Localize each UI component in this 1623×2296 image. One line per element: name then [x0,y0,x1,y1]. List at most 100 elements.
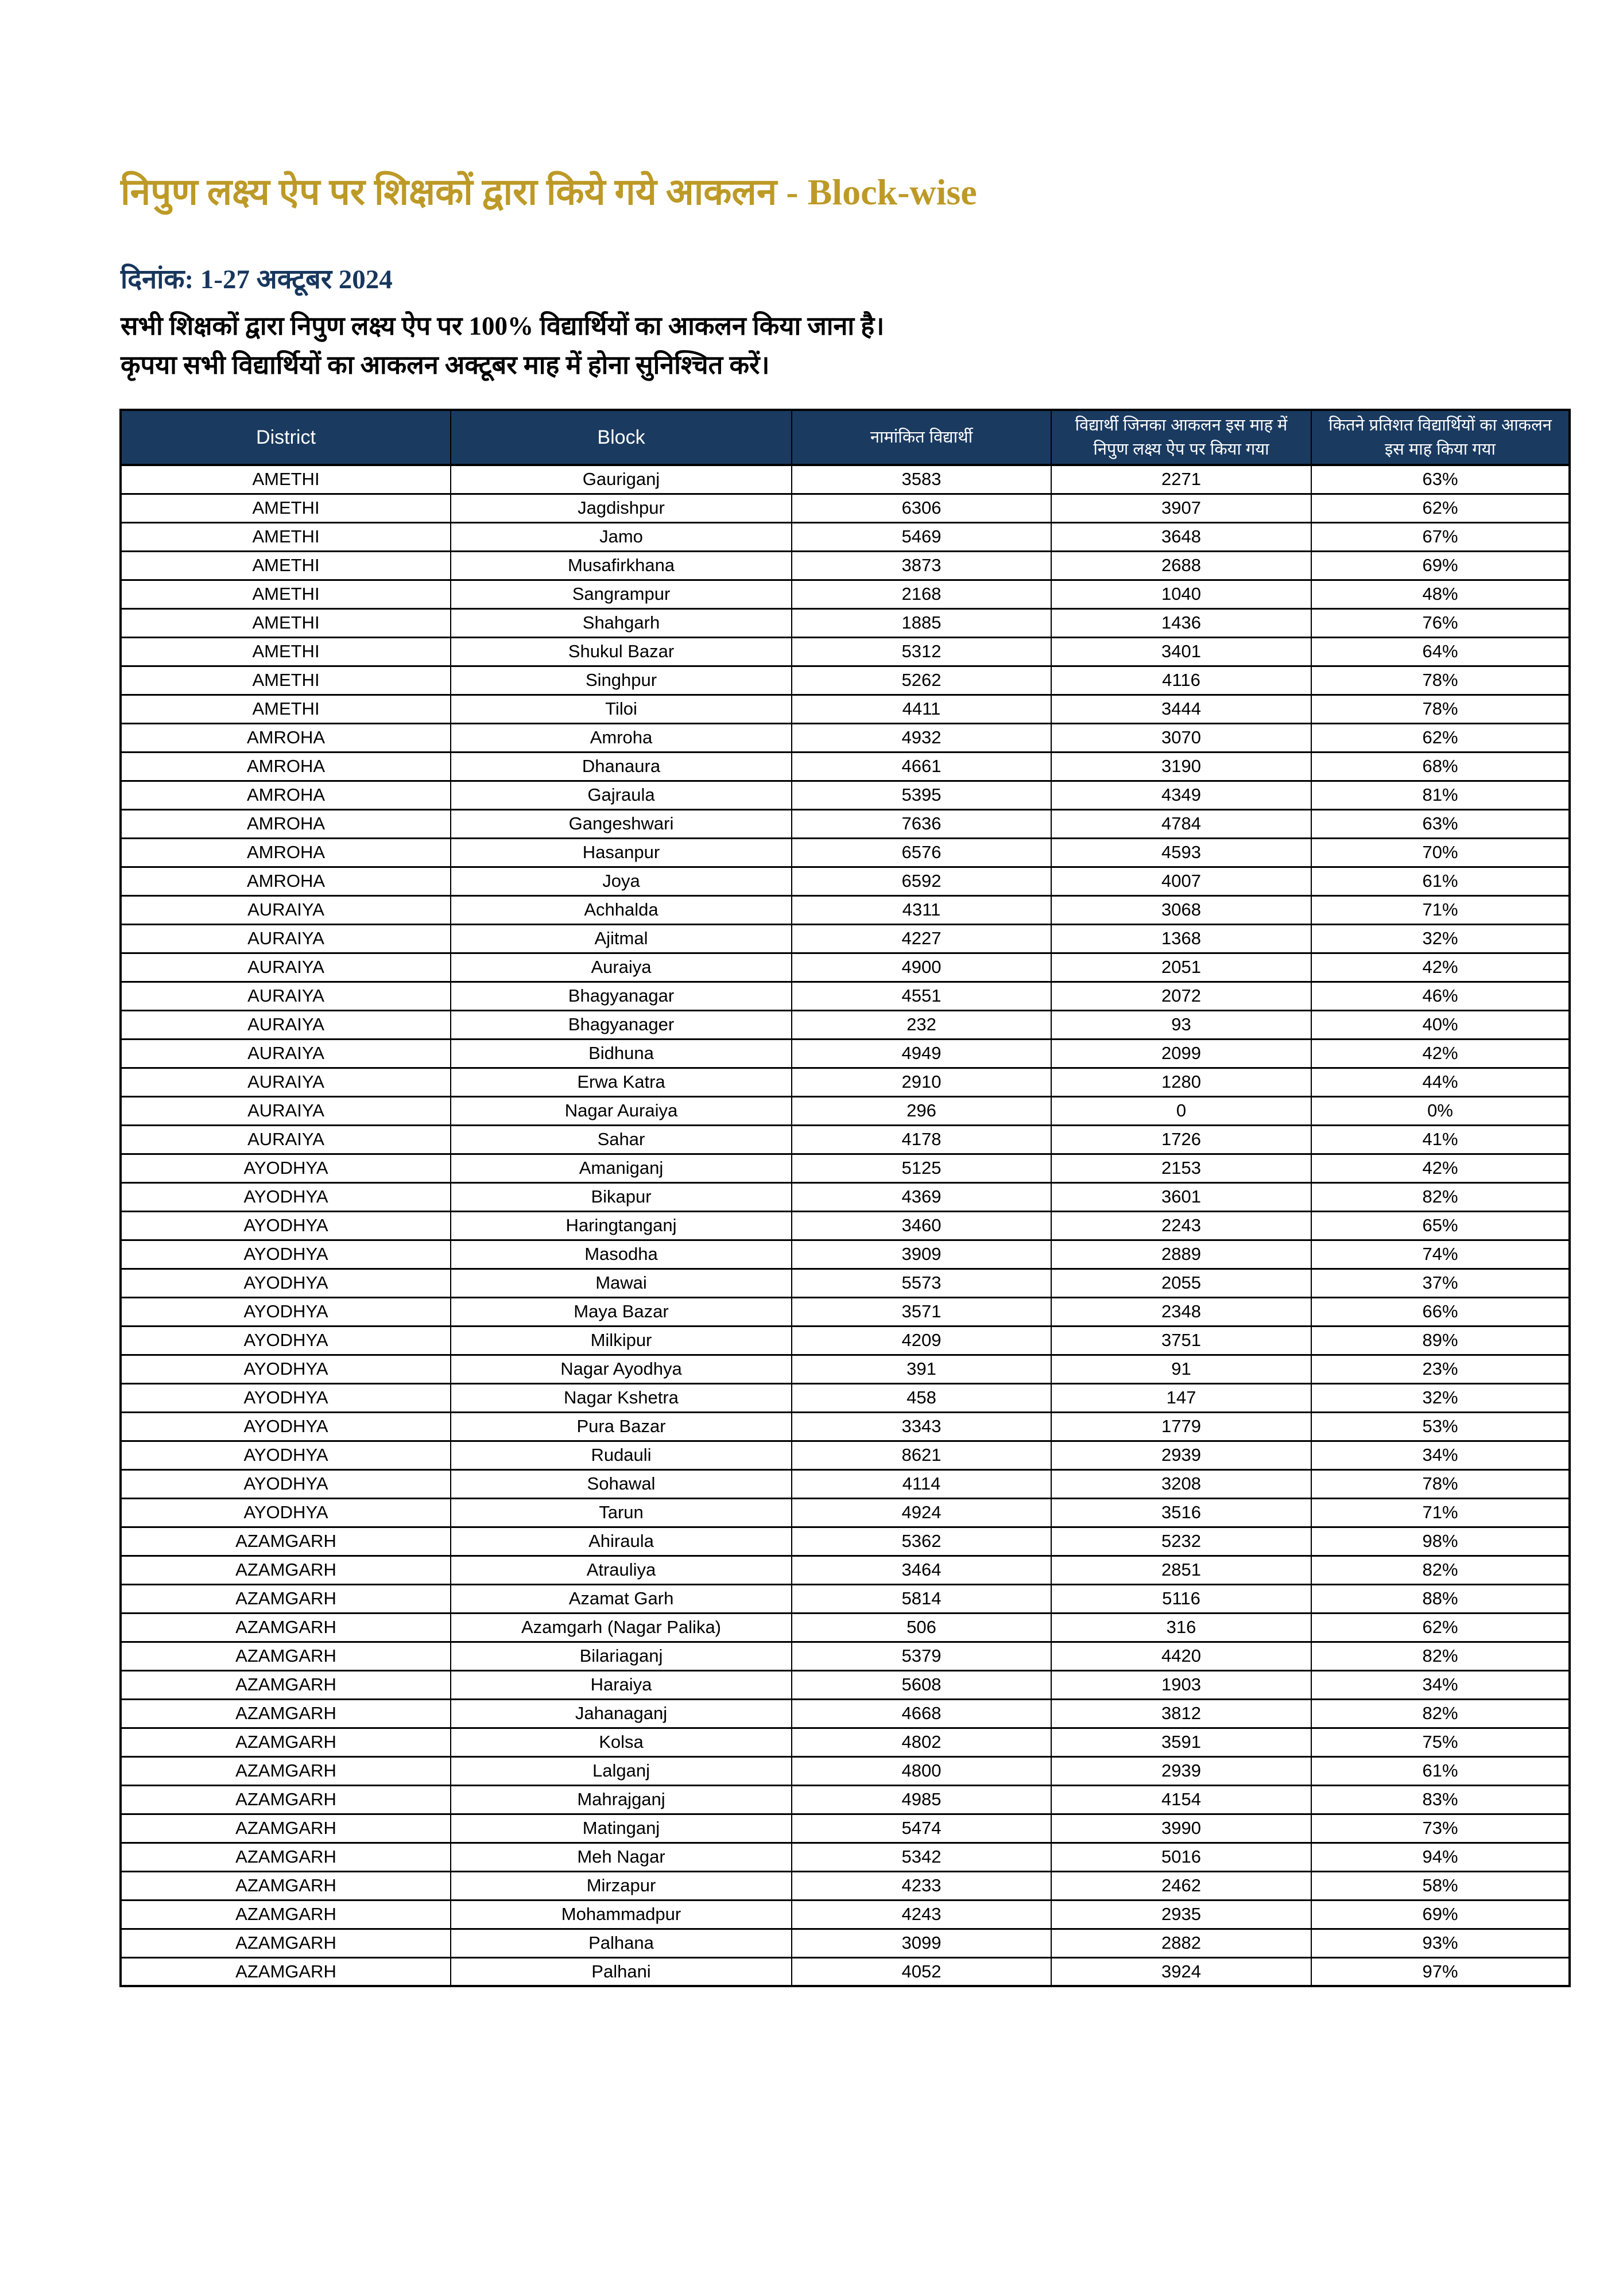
cell-district: AURAIYA [120,952,451,983]
cell-block: Maya Bazar [450,1296,792,1327]
table-row: AMETHI Jagdishpur 6306 3907 62% [120,492,1570,523]
cell-percent: 32% [1311,923,1570,954]
cell-enrolled: 5342 [791,1841,1052,1872]
cell-block: Bidhuna [450,1038,792,1069]
cell-enrolled: 4114 [791,1468,1052,1499]
cell-enrolled: 5379 [791,1640,1052,1671]
cell-percent: 82% [1311,1640,1570,1671]
cell-block: Jamo [450,521,792,552]
cell-enrolled: 4411 [791,693,1052,724]
cell-enrolled: 2168 [791,579,1052,610]
cell-block: Amroha [450,722,792,753]
cell-percent: 42% [1311,1038,1570,1069]
table-row: AZAMGARH Atrauliya 3464 2851 82% [120,1554,1570,1585]
table-row: AMROHA Joya 6592 4007 61% [120,866,1570,897]
table-row: AYODHYA Bikapur 4369 3601 82% [120,1181,1570,1212]
cell-percent: 78% [1311,1468,1570,1499]
table-row: AZAMGARH Azamat Garh 5814 5116 88% [120,1583,1570,1614]
table-row: AYODHYA Nagar Ayodhya 391 91 23% [120,1353,1570,1384]
cell-block: Meh Nagar [450,1841,792,1872]
table-row: AURAIYA Auraiya 4900 2051 42% [120,952,1570,983]
cell-block: Azamgarh (Nagar Palika) [450,1612,792,1643]
cell-assessed: 2889 [1051,1239,1312,1270]
cell-percent: 48% [1311,579,1570,610]
cell-block: Gajraula [450,779,792,810]
cell-enrolled: 4243 [791,1899,1052,1930]
cell-block: Palhani [450,1956,792,1987]
cell-enrolled: 3343 [791,1411,1052,1442]
cell-assessed: 0 [1051,1095,1312,1126]
cell-assessed: 1726 [1051,1124,1312,1155]
cell-district: AURAIYA [120,923,451,954]
table-row: AURAIYA Sahar 4178 1726 41% [120,1124,1570,1155]
cell-block: Haringtanganj [450,1210,792,1241]
cell-percent: 62% [1311,722,1570,753]
cell-percent: 93% [1311,1927,1570,1958]
cell-block: Musafirkhana [450,550,792,581]
cell-block: Mawai [450,1267,792,1298]
cell-enrolled: 4178 [791,1124,1052,1155]
header-cell-assessed: विद्यार्थी जिनका आकलन इस माह में निपुण ल… [1051,409,1312,467]
cell-percent: 76% [1311,607,1570,638]
assessment-table: District Block नामांकित विद्यार्थी विद्य… [119,409,1571,1988]
cell-percent: 88% [1311,1583,1570,1614]
cell-assessed: 2099 [1051,1038,1312,1069]
table-row: AYODHYA Pura Bazar 3343 1779 53% [120,1411,1570,1442]
table-row: AZAMGARH Azamgarh (Nagar Palika) 506 316 62% [120,1612,1570,1643]
cell-enrolled: 4551 [791,980,1052,1011]
table-row: AURAIYA Bhagyanagar 4551 2072 46% [120,980,1570,1011]
cell-percent: 69% [1311,550,1570,581]
cell-assessed: 2935 [1051,1899,1312,1930]
cell-block: Bhagyanager [450,1009,792,1040]
cell-district: AMETHI [120,579,451,610]
cell-block: Mohammadpur [450,1899,792,1930]
cell-district: AURAIYA [120,1009,451,1040]
cell-assessed: 3907 [1051,492,1312,523]
cell-enrolled: 2910 [791,1066,1052,1097]
cell-district: AYODHYA [120,1181,451,1212]
cell-assessed: 3208 [1051,1468,1312,1499]
note-line-1: सभी शिक्षकों द्वारा निपुण लक्ष्य ऐप पर 1… [121,312,885,340]
cell-block: Mahrajganj [450,1784,792,1815]
table-row: AMETHI Jamo 5469 3648 67% [120,521,1570,552]
cell-enrolled: 5312 [791,636,1052,667]
cell-block: Gauriganj [450,464,792,495]
table-row: AURAIYA Bhagyanager 232 93 40% [120,1009,1570,1040]
cell-district: AMROHA [120,808,451,839]
cell-district: AMETHI [120,521,451,552]
cell-block: Haraiya [450,1669,792,1700]
cell-assessed: 2055 [1051,1267,1312,1298]
cell-percent: 61% [1311,866,1570,897]
cell-district: AZAMGARH [120,1841,451,1872]
cell-assessed: 5232 [1051,1526,1312,1557]
cell-block: Nagar Ayodhya [450,1353,792,1384]
cell-percent: 42% [1311,952,1570,983]
header-cell-percent: कितने प्रतिशत विद्यार्थियों का आकलन इस म… [1311,409,1570,467]
table-row: AZAMGARH Lalganj 4800 2939 61% [120,1755,1570,1786]
cell-district: AMETHI [120,693,451,724]
cell-enrolled: 3909 [791,1239,1052,1270]
cell-enrolled: 4949 [791,1038,1052,1069]
cell-district: AYODHYA [120,1296,451,1327]
cell-assessed: 3068 [1051,894,1312,925]
cell-block: Gangeshwari [450,808,792,839]
cell-assessed: 3401 [1051,636,1312,667]
table-row: AYODHYA Tarun 4924 3516 71% [120,1497,1570,1528]
cell-assessed: 2882 [1051,1927,1312,1958]
cell-enrolled: 3460 [791,1210,1052,1241]
table-row: AYODHYA Maya Bazar 3571 2348 66% [120,1296,1570,1327]
cell-district: AURAIYA [120,1124,451,1155]
table-row: AMROHA Amroha 4932 3070 62% [120,722,1570,753]
cell-assessed: 3812 [1051,1698,1312,1729]
cell-district: AZAMGARH [120,1956,451,1987]
table-row: AZAMGARH Matinganj 5474 3990 73% [120,1813,1570,1844]
table-body: AMETHI Gauriganj 3583 2271 63% AMETHI Jagdishp… [120,464,1570,1987]
cell-district: AYODHYA [120,1267,451,1298]
cell-block: Bhagyanagar [450,980,792,1011]
cell-assessed: 3601 [1051,1181,1312,1212]
cell-district: AMROHA [120,779,451,810]
cell-assessed: 3591 [1051,1727,1312,1758]
cell-assessed: 1368 [1051,923,1312,954]
table-row: AZAMGARH Palhana 3099 2882 93% [120,1927,1570,1958]
cell-district: AZAMGARH [120,1583,451,1614]
